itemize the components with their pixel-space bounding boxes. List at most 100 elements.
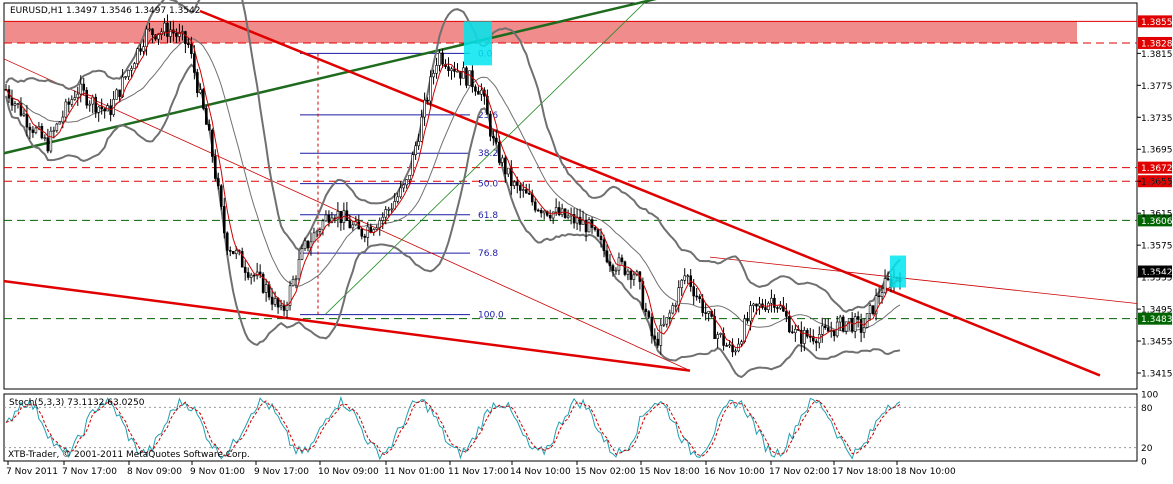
time-axis: 7 Nov 2011 7 Nov 17:00 8 Nov 09:00 9 Nov 01… (6, 461, 956, 477)
price-tick-label: 1.3575 (1141, 242, 1173, 252)
resistance-zone (5, 21, 1077, 43)
candle-body (306, 240, 310, 249)
candle-body (363, 235, 367, 238)
candle-body (408, 174, 411, 181)
candle-body (97, 106, 100, 113)
candle-body (366, 226, 370, 238)
candle-body (402, 184, 405, 189)
candle-body (659, 324, 663, 346)
candle-body (390, 208, 394, 211)
candle-body (321, 220, 325, 230)
candle-body (231, 250, 235, 255)
fast-ma-line (5, 30, 901, 349)
candle-body (662, 323, 666, 326)
candle-body (826, 327, 830, 332)
candle-body (148, 28, 151, 31)
candle-body (178, 32, 181, 37)
candle-body (644, 308, 648, 312)
candle-body (752, 303, 755, 306)
candle-body (258, 271, 262, 275)
time-tick-label: 9 Nov 01:00 (190, 467, 245, 477)
last-price-tag (1138, 265, 1172, 278)
time-tick-label: 15 Nov 02:00 (575, 467, 636, 477)
candle-body (656, 338, 660, 346)
candle-body (184, 31, 187, 45)
candle-body (205, 108, 208, 125)
candle-body (324, 214, 328, 222)
candle-body (55, 123, 59, 131)
price-level-tag (1138, 312, 1172, 325)
price-level-tag (1138, 161, 1172, 174)
candle-body (109, 105, 112, 115)
candle-body (650, 316, 654, 337)
candle-body (701, 298, 704, 313)
candle-body (713, 316, 716, 340)
candle-body (695, 295, 698, 298)
price-level-tag (1138, 214, 1172, 227)
candle-body (190, 43, 193, 55)
candle-body (303, 240, 307, 249)
stoch-tick-label: 80 (1141, 404, 1153, 414)
candle-body (773, 297, 776, 308)
candle-body (79, 83, 83, 95)
candle-body (617, 257, 621, 271)
candle-body (593, 227, 597, 230)
candle-body (384, 209, 388, 218)
candle-body (34, 127, 38, 133)
candle-body (465, 67, 468, 86)
candle-body (100, 106, 103, 110)
candle-body (850, 318, 854, 332)
candle-body (435, 65, 438, 74)
candle-body (139, 48, 142, 52)
candle-body (674, 305, 678, 307)
highlight-layer (464, 21, 906, 288)
candle-body (127, 69, 130, 77)
candle-body (151, 28, 154, 36)
candle-body (282, 305, 286, 311)
time-tick-label: 9 Nov 17:00 (254, 467, 309, 477)
time-tick-label: 8 Nov 09:00 (127, 467, 182, 477)
candle-body (348, 220, 352, 229)
candle-body (668, 312, 672, 318)
candle-body (441, 52, 444, 65)
candle-body (145, 28, 148, 47)
candle-body (199, 89, 202, 94)
candle-body (868, 305, 872, 314)
candle-body (794, 328, 797, 334)
candle-body (832, 330, 836, 337)
candle-body (121, 76, 124, 97)
candle-body (608, 261, 612, 266)
candle-body (877, 295, 881, 298)
time-tick-label: 11 Nov 01:00 (384, 467, 445, 477)
candle-body (52, 130, 56, 132)
candle-body (814, 340, 818, 344)
candle-body (740, 341, 743, 345)
candle-body (438, 52, 441, 66)
price-level-label: 1.3672 (1141, 164, 1173, 174)
candle-body (515, 181, 519, 186)
price-level-label: 1.3606 (1141, 217, 1173, 227)
candle-body (216, 178, 220, 187)
candle-body (16, 103, 20, 105)
stoch-tick-label: 0 (1141, 458, 1147, 468)
candle-body (883, 278, 887, 294)
thin-green-trend (324, 0, 648, 315)
candle-body (285, 305, 289, 311)
candle-body (495, 137, 498, 143)
price-panel (3, 2, 1138, 390)
candle-body (856, 316, 860, 320)
candle-body (680, 279, 684, 288)
candle-body (399, 187, 402, 198)
candle-body (82, 83, 86, 91)
price-level-layer (4, 20, 1137, 320)
candle-body (572, 214, 576, 224)
time-tick-label: 18 Nov 10:00 (895, 467, 956, 477)
candle-body (886, 278, 890, 280)
candle-body (213, 156, 217, 179)
candle-body (731, 344, 734, 353)
candle-body (584, 219, 588, 233)
candle-body (417, 141, 420, 147)
stoch-header: Stoch(5,3,3) 73.1132 63.0250 (9, 398, 145, 408)
